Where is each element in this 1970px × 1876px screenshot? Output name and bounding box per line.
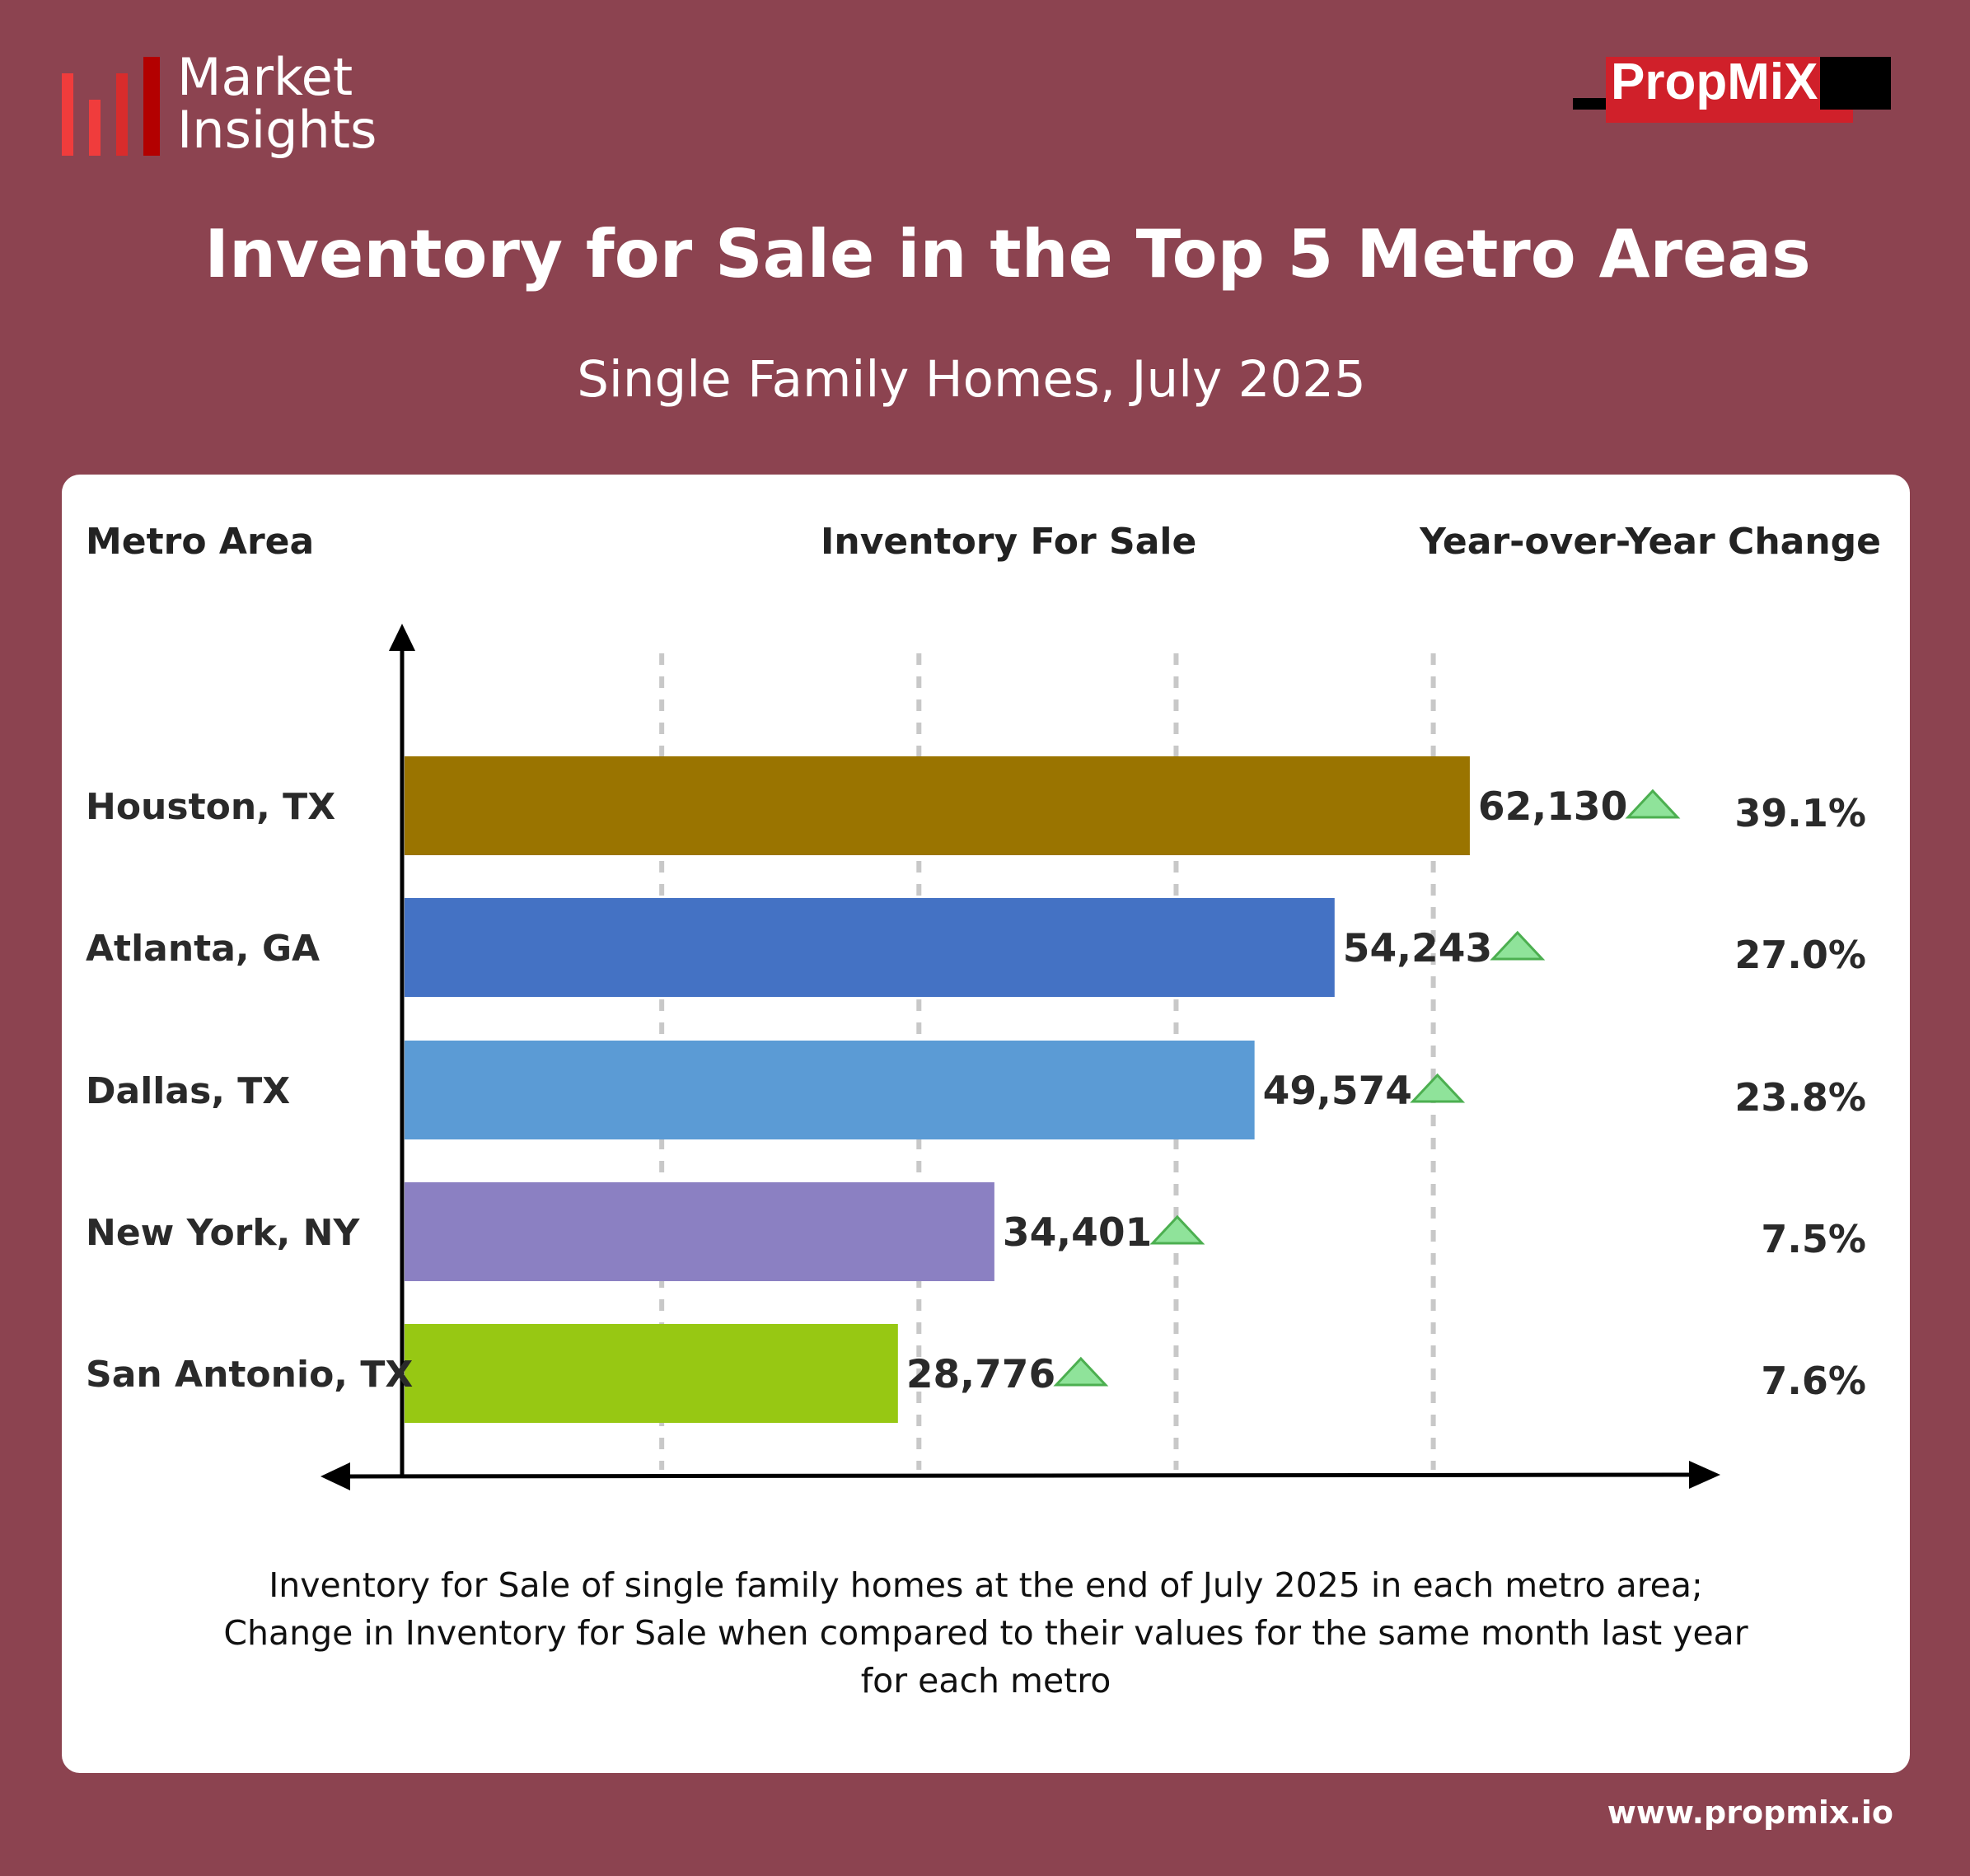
- metro-label: Atlanta, GA: [86, 928, 321, 970]
- bar: [405, 1324, 898, 1423]
- up-triangle-icon: [1410, 1073, 1466, 1103]
- bar-value-label: 49,574: [1262, 1069, 1412, 1114]
- up-triangle-icon: [1490, 930, 1546, 961]
- bar-value-label: 54,243: [1342, 926, 1493, 971]
- footnote: Inventory for Sale of single family home…: [62, 1561, 1910, 1705]
- yoy-change-label: 7.5%: [1761, 1217, 1866, 1261]
- yoy-change-label: 27.0%: [1734, 933, 1866, 977]
- propmix-logo: [1573, 57, 1891, 123]
- yoy-change-label: 39.1%: [1734, 791, 1866, 835]
- up-triangle-icon: [1053, 1356, 1109, 1387]
- yoy-change-label: 23.8%: [1734, 1075, 1866, 1120]
- bar: [405, 756, 1470, 855]
- y-axis-arrow-icon: [389, 624, 415, 651]
- yoy-change-label: 7.6%: [1761, 1359, 1866, 1403]
- metro-label: Dallas, TX: [86, 1070, 291, 1112]
- column-header-yoy: Year-over-Year Change: [1420, 521, 1881, 563]
- column-header-metro: Metro Area: [86, 521, 315, 563]
- bar-value-label: 28,776: [905, 1352, 1056, 1397]
- bar: [405, 1041, 1255, 1139]
- metro-label: San Antonio, TX: [86, 1354, 414, 1396]
- bar-value-label: 34,401: [1002, 1210, 1153, 1256]
- x-axis: [345, 1472, 1690, 1479]
- x-axis-right-arrow-icon: [1689, 1461, 1720, 1489]
- metro-label: Houston, TX: [86, 786, 336, 828]
- page-title: Inventory for Sale in the Top 5 Metro Ar…: [204, 216, 1811, 292]
- up-triangle-icon: [1625, 788, 1681, 819]
- page-subtitle: Single Family Homes, July 2025: [577, 350, 1366, 409]
- bar-value-label: 62,130: [1477, 784, 1628, 830]
- logo-text-insights: Insights: [177, 100, 377, 160]
- footnote-line-3: for each metro: [860, 1661, 1111, 1701]
- market-insights-bars-icon: [62, 57, 160, 156]
- website-url[interactable]: www.propmix.io: [1607, 1794, 1893, 1831]
- metro-label: New York, NY: [86, 1212, 360, 1254]
- bar: [405, 898, 1335, 997]
- column-header-inventory: Inventory For Sale: [821, 521, 1197, 563]
- up-triangle-icon: [1149, 1214, 1205, 1245]
- bar: [405, 1182, 994, 1281]
- footnote-line-1: Inventory for Sale of single family home…: [269, 1565, 1703, 1605]
- x-axis-left-arrow-icon: [321, 1462, 350, 1490]
- logo-text-market: Market: [177, 47, 353, 107]
- propmix-logo-text: PropMiX: [1611, 54, 1818, 110]
- footnote-line-2: Change in Inventory for Sale when compar…: [223, 1613, 1748, 1653]
